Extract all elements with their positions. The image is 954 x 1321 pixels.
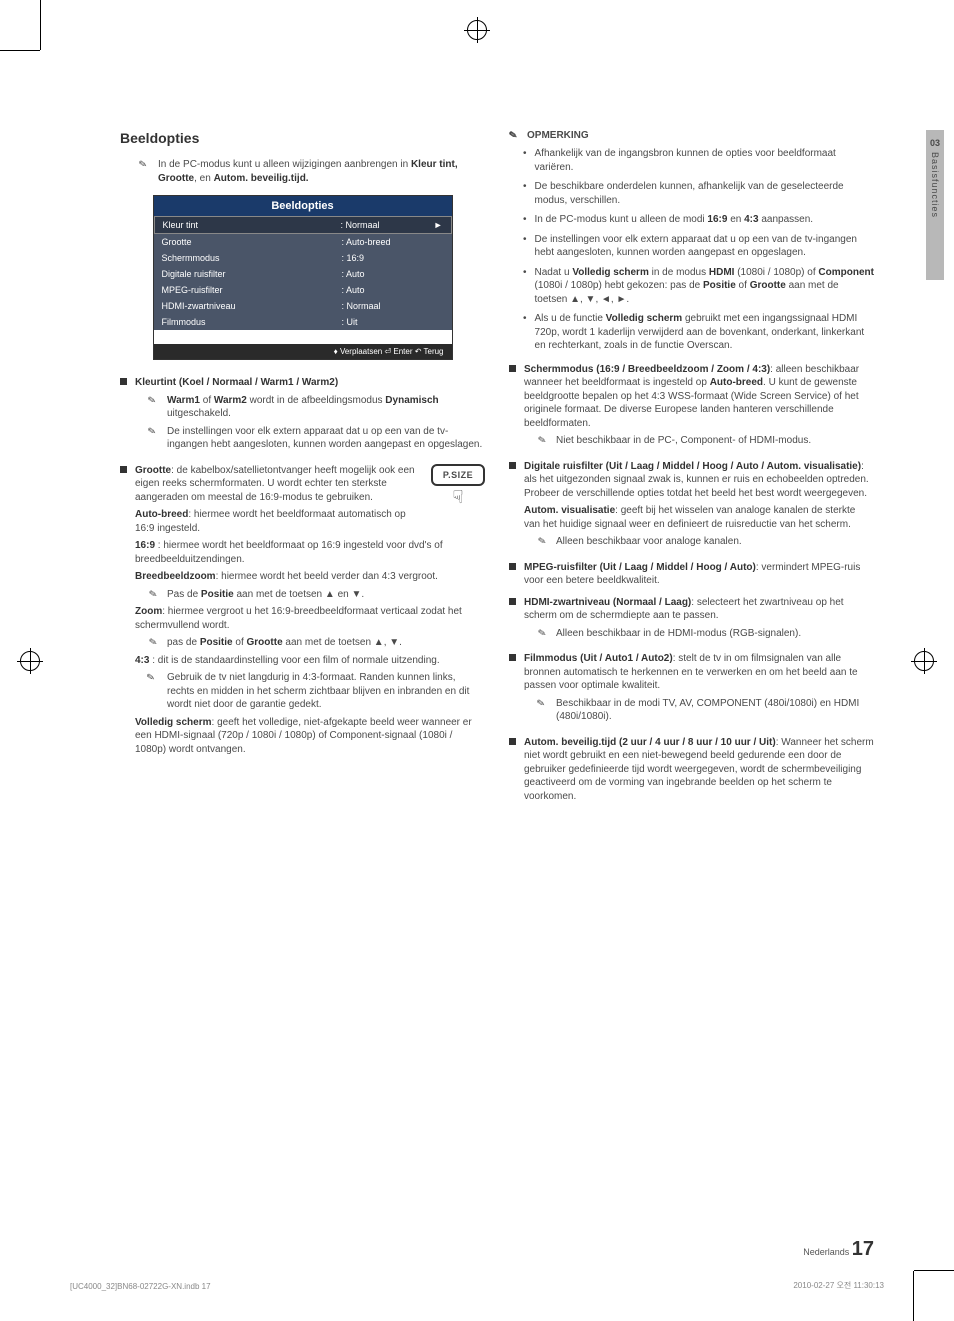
bullet-icon <box>120 466 127 473</box>
crop-mark <box>914 1270 954 1271</box>
menu-box: Beeldopties Kleur tint: Normaal►Grootte:… <box>153 195 453 360</box>
opmerking-item: •Afhankelijk van de ingangsbron kunnen d… <box>523 147 874 174</box>
menu-header: Beeldopties <box>154 196 452 216</box>
bullet-icon <box>509 563 516 570</box>
menu-footer: ♦ Verplaatsen ⏎ Enter ↶ Terug <box>154 344 452 359</box>
menu-body: Kleur tint: Normaal►Grootte: Auto-breedS… <box>154 216 452 330</box>
psize-button-illustration: P.SIZE ☟ <box>431 464 485 506</box>
registration-mark <box>467 20 487 40</box>
bullet-icon <box>509 598 516 605</box>
note-icon: ✎ <box>537 433 551 448</box>
note-icon: ✎ <box>536 696 553 725</box>
bullet-icon <box>509 654 516 661</box>
intro-note: ✎ In de PC-modus kunt u alleen wijziging… <box>120 158 485 185</box>
print-timestamp: 2010-02-27 오전 11:30:13 <box>793 1280 884 1291</box>
bullet-icon <box>509 365 516 372</box>
chapter-label: Basisfuncties <box>930 152 940 218</box>
bullet-icon <box>509 738 516 745</box>
menu-row: HDMI-zwartniveau: Normaal <box>154 298 452 314</box>
left-column: Beeldopties ✎ In de PC-modus kunt u alle… <box>120 130 485 811</box>
feature-item: Filmmodus (Uit / Auto1 / Auto2): stelt d… <box>509 652 874 728</box>
menu-row: Grootte: Auto-breed <box>154 234 452 250</box>
chapter-number: 03 <box>928 138 942 148</box>
registration-mark <box>914 651 934 671</box>
menu-row: Kleur tint: Normaal► <box>154 216 452 234</box>
print-filename: [UC4000_32]BN68-02722G-XN.indb 17 <box>70 1282 211 1291</box>
opmerking-list: •Afhankelijk van de ingangsbron kunnen d… <box>523 147 874 353</box>
bullet-icon <box>120 378 127 385</box>
feature-item: Autom. beveilig.tijd (2 uur / 4 uur / 8 … <box>509 736 874 804</box>
menu-row: Digitale ruisfilter: Auto <box>154 266 452 282</box>
opmerking-item: •De beschikbare onderdelen kunnen, afhan… <box>523 180 874 207</box>
lang-label: Nederlands <box>803 1247 849 1257</box>
feature-item: MPEG-ruisfilter (Uit / Laag / Middel / H… <box>509 561 874 588</box>
menu-row: Schermmodus: 16:9 <box>154 250 452 266</box>
page-number: 17 <box>852 1238 874 1260</box>
page-content: Beeldopties ✎ In de PC-modus kunt u alle… <box>120 130 874 811</box>
opmerking-item: •Nadat u Volledig scherm in de modus HDM… <box>523 266 874 307</box>
intro-text: In de PC-modus kunt u alleen wijzigingen… <box>158 158 485 185</box>
right-bullets: Schermmodus (16:9 / Breedbeeldzoom / Zoo… <box>509 363 874 804</box>
opmerking-label: OPMERKING <box>527 130 589 141</box>
note-icon: ✎ <box>147 393 164 422</box>
feature-item: HDMI-zwartniveau (Normaal / Laag): selec… <box>509 596 874 645</box>
menu-row: MPEG-ruisfilter: Auto <box>154 282 452 298</box>
page-footer: Nederlands 17 <box>120 1238 874 1261</box>
left-items: Kleurtint (Koel / Normaal / Warm1 / Warm… <box>120 376 485 760</box>
feature-item: Schermmodus (16:9 / Breedbeeldzoom / Zoo… <box>509 363 874 452</box>
menu-row: Filmmodus: Uit <box>154 314 452 330</box>
side-tab: 03 Basisfuncties <box>926 130 944 280</box>
page-number-block: Nederlands 17 <box>803 1238 874 1261</box>
registration-mark <box>20 651 40 671</box>
menu-scroll-down: ▼ <box>154 330 452 344</box>
opmerking-item: •In de PC-modus kunt u alleen de modi 16… <box>523 213 874 227</box>
note-icon: ✎ <box>537 626 551 641</box>
note-icon: ✎ <box>147 424 164 453</box>
opmerking-item: •De instellingen voor elk extern apparaa… <box>523 233 874 260</box>
opmerking-heading: ✎ OPMERKING <box>509 130 874 141</box>
note-icon: ✎ <box>537 534 551 549</box>
note-icon: ✎ <box>508 129 522 142</box>
opmerking-item: •Als u de functie Volledig scherm gebrui… <box>523 312 874 353</box>
section-title: Beeldopties <box>120 130 485 146</box>
crop-mark <box>913 1271 914 1321</box>
crop-mark <box>0 50 40 51</box>
note-icon: ✎ <box>138 157 155 186</box>
crop-mark <box>40 0 41 50</box>
feature-item: Digitale ruisfilter (Uit / Laag / Middel… <box>509 460 874 553</box>
right-column: 03 Basisfuncties ✎ OPMERKING •Afhankelij… <box>509 130 874 811</box>
bullet-icon <box>509 462 516 469</box>
